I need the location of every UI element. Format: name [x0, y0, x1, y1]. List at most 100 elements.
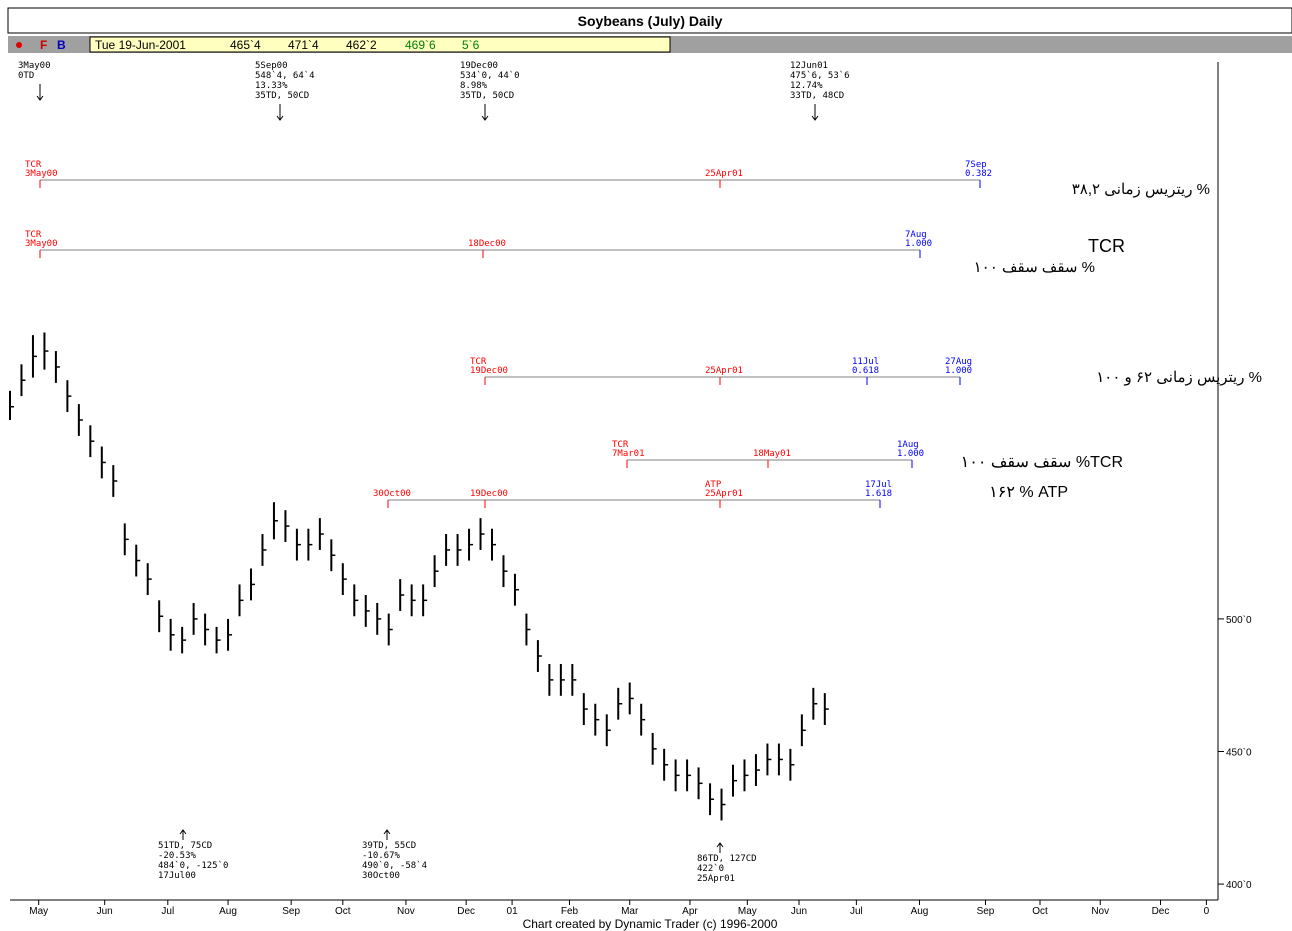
status-box: [89, 36, 671, 53]
cycle-label: 1.000: [905, 239, 932, 249]
top-note: 33TD, 48CD: [790, 91, 844, 101]
cycle-label: 30Oct00: [373, 489, 411, 499]
y-tick-label: 400`0: [1226, 879, 1252, 891]
arrow-head: [481, 115, 489, 121]
x-tick-label: 01: [507, 906, 519, 917]
cycle-label: 25Apr01: [705, 489, 743, 499]
x-tick-label: May: [29, 906, 48, 917]
cycle-label: ATP: [705, 480, 722, 490]
status-dot: [16, 42, 22, 48]
top-note: 19Dec00: [460, 61, 498, 71]
bottom-note: 17Jul00: [158, 871, 196, 881]
title-bar: [7, 7, 1292, 34]
bottom-note: 39TD, 55CD: [362, 841, 416, 851]
x-tick-label: Jun: [791, 906, 807, 917]
y-tick-label: 500`0: [1226, 614, 1252, 626]
comment: سقف سقف ۱۰۰ %: [974, 259, 1095, 276]
x-tick-label: Jul: [850, 906, 863, 917]
x-tick-label: Oct: [1032, 906, 1048, 917]
cycle-label: 1.000: [897, 449, 924, 459]
bottom-note: 484`0, -125`0: [158, 860, 228, 871]
cycle-label: 1.000: [945, 366, 972, 376]
cycle-label: 25Apr01: [705, 169, 743, 179]
x-tick-label: Aug: [911, 906, 929, 917]
chart-title: Soybeans (July) Daily: [578, 13, 723, 29]
cycle-label: 19Dec00: [470, 489, 508, 499]
arrow-head: [716, 842, 724, 848]
x-tick-label: Sep: [282, 906, 300, 917]
bottom-note: 86TD, 127CD: [697, 854, 757, 864]
cycle-label: TCR: [25, 160, 42, 170]
status-open: 465`4: [230, 38, 261, 52]
x-tick-label: Sep: [977, 906, 995, 917]
comment: سقف سقف ۱۰۰ %TCR: [961, 454, 1123, 471]
top-note: 8.98%: [460, 81, 488, 91]
cycle-label: 3May00: [25, 239, 58, 249]
bottom-note: 25Apr01: [697, 874, 735, 884]
cycle-label: 19Dec00: [470, 366, 508, 376]
top-note: 12.74%: [790, 81, 823, 91]
x-tick-label: Apr: [682, 906, 698, 917]
top-note: 12Jun01: [790, 61, 828, 71]
arrow-head: [36, 95, 44, 101]
cycle-label: 1.618: [865, 489, 892, 499]
bottom-note: 51TD, 75CD: [158, 841, 212, 851]
x-tick-label: Aug: [219, 906, 237, 917]
x-tick-label: Jul: [161, 906, 174, 917]
top-note: 5Sep00: [255, 61, 288, 71]
bottom-note: 490`0, -58`4: [362, 860, 427, 871]
status-close: 469`6: [405, 38, 436, 52]
bottom-note: -20.53%: [158, 851, 197, 861]
cycle-label: TCR: [470, 357, 487, 367]
cycle-label: 27Aug: [945, 357, 972, 367]
cycle-label: 7Aug: [905, 230, 927, 240]
status-date: Tue 19-Jun-2001: [95, 38, 186, 52]
cycle-label: 0.618: [852, 366, 879, 376]
x-tick-label: 0: [1204, 906, 1210, 917]
comment: ریتریس زمانی ۳۸,۲ %: [1072, 181, 1210, 198]
top-note: 0TD: [18, 71, 34, 81]
marker-f: F: [40, 38, 47, 52]
status-change: 5`6: [462, 38, 480, 52]
top-note: 548`4, 64`4: [255, 70, 315, 81]
top-note: 475`6, 53`6: [790, 70, 850, 81]
cycle-label: 17Jul: [865, 480, 892, 490]
bottom-note: 30Oct00: [362, 871, 400, 881]
cycle-label: 18Dec00: [468, 239, 506, 249]
arrow-head: [276, 115, 284, 121]
marker-b: B: [57, 38, 66, 52]
cycle-label: 7Sep: [965, 160, 987, 170]
top-note: 534`0, 44`0: [460, 70, 520, 81]
cycle-label: 1Aug: [897, 440, 919, 450]
cycle-label: TCR: [25, 230, 42, 240]
cycle-label: 11Jul: [852, 357, 879, 367]
x-tick-label: Oct: [335, 906, 351, 917]
x-tick-label: Nov: [397, 906, 415, 917]
footer: Chart created by Dynamic Trader (c) 1996…: [523, 917, 778, 931]
comment: ۱۶۲ % ATP: [989, 484, 1068, 501]
status-low: 462`2: [346, 38, 377, 52]
top-note: 3May00: [18, 61, 51, 71]
arrow-head: [179, 829, 187, 835]
cycle-label: 18May01: [753, 449, 791, 459]
top-note: 13.33%: [255, 81, 288, 91]
comment: TCR: [1088, 236, 1125, 256]
x-tick-label: Nov: [1091, 906, 1109, 917]
y-tick-label: 450`0: [1226, 746, 1252, 758]
cycle-label: TCR: [612, 440, 629, 450]
x-tick-label: Jun: [97, 906, 113, 917]
bottom-note: -10.67%: [362, 851, 401, 861]
x-tick-label: Dec: [457, 906, 475, 917]
cycle-label: 25Apr01: [705, 366, 743, 376]
x-tick-label: May: [738, 906, 757, 917]
comment: ریتریس زمانی ۶۲ و ۱۰۰ %: [1096, 369, 1262, 386]
x-tick-label: Dec: [1152, 906, 1170, 917]
cycle-label: 0.382: [965, 169, 992, 179]
status-high: 471`4: [288, 38, 319, 52]
cycle-label: 3May00: [25, 169, 58, 179]
cycle-label: 7Mar01: [612, 449, 645, 459]
bottom-note: 422`0: [697, 863, 724, 874]
arrow-head: [383, 829, 391, 835]
